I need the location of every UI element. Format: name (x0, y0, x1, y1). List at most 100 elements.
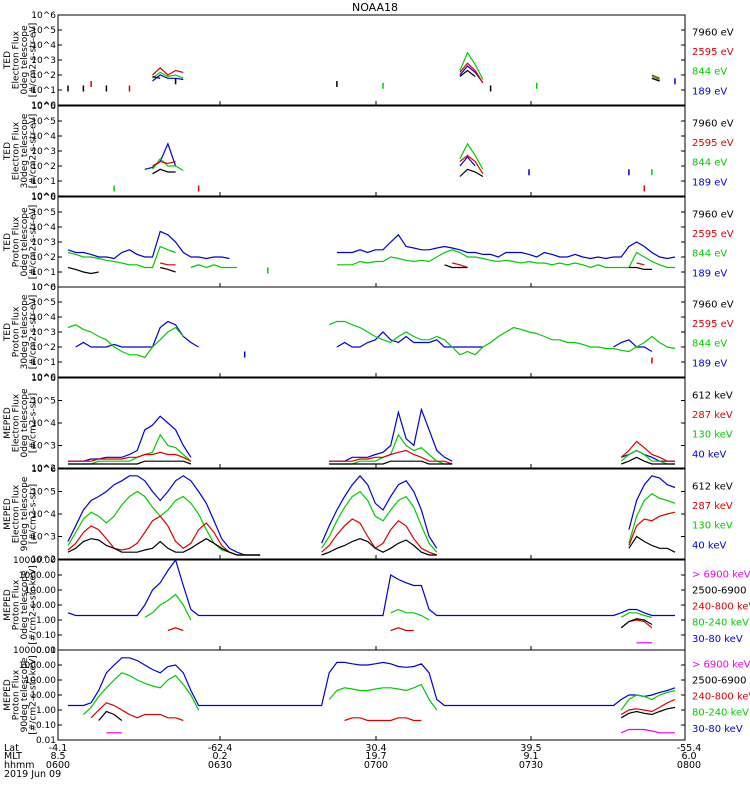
y-tick-label: 10^6 (31, 193, 56, 203)
series-3 (113, 142, 653, 192)
y-tick-label: 10^3 (31, 328, 56, 338)
y-axis-label-line: [#/cm2-s-str-eV] (29, 295, 39, 370)
y-tick-label: 10^1 (31, 358, 56, 368)
channel-label: 287 keV (692, 501, 733, 512)
y-tick-label: 10000.00 (13, 646, 56, 656)
channel-label: 40 keV (692, 449, 726, 460)
y-tick-label: 10^5 (31, 397, 56, 407)
y-tick-label: 10^2 (31, 555, 56, 565)
series-line (321, 474, 438, 549)
series-1 (67, 69, 660, 92)
y-tick-label: 10^3 (31, 147, 56, 157)
series-line (636, 262, 645, 266)
series-line (344, 717, 422, 722)
channel-label: 7960 eV (692, 300, 734, 311)
series-line (628, 535, 676, 553)
channel-label: 2500-6900 (692, 676, 747, 687)
series-line (459, 51, 484, 80)
channel-label: 612 keV (692, 391, 733, 402)
y-tick-label: 10^4 (31, 41, 56, 51)
series-line (68, 460, 192, 465)
chart-panel-7: 0.010.101.0010.00100.001000.0010000.00ME… (3, 556, 750, 656)
series-3 (67, 245, 675, 274)
series-2 (620, 618, 653, 629)
channel-label: 844 eV (692, 158, 727, 169)
series-line (152, 168, 176, 175)
y-axis-label-line: Proton Flux (12, 306, 22, 357)
y-axis-label-line: 90deg telescope (20, 657, 30, 732)
y-tick-label: 10^6 (31, 465, 56, 475)
lat-tick-label: -62.4 (208, 743, 233, 754)
panels: 10^010^110^210^310^410^510^6TEDElectron … (3, 11, 750, 746)
channel-label: 240-800 keV (692, 602, 750, 613)
y-axis-label-line: Electron Flux (12, 30, 22, 89)
series-line (620, 728, 675, 734)
series-line (459, 69, 476, 77)
mlt-tick-label: 6.0 (681, 751, 696, 762)
series-2 (98, 706, 676, 721)
series-3 (90, 698, 676, 722)
series-line (152, 75, 161, 79)
channel-label: 7960 eV (692, 28, 734, 39)
y-tick-label: 10^6 (31, 11, 56, 21)
channel-label: 2500-6900 (692, 586, 747, 597)
y-tick-label: 10^5 (31, 117, 56, 127)
series-line (328, 320, 676, 356)
series-line (152, 66, 184, 76)
series-line (328, 683, 438, 711)
series-3 (167, 619, 653, 632)
y-tick-label: 10^0 (31, 373, 56, 383)
y-axis-label-line: Electron Flux (12, 393, 22, 452)
series-line (82, 672, 200, 715)
series-line (68, 451, 192, 462)
mlt-tick-label: 9.1 (523, 751, 538, 762)
panel-frame (57, 196, 686, 288)
y-axis-label-line: 0deg telescope (20, 570, 30, 640)
series-line (167, 627, 184, 632)
series-2 (160, 262, 645, 269)
series-line (329, 460, 453, 465)
y-tick-label: 0.01 (36, 646, 56, 656)
y-axis-label-line: Electron Flux (12, 121, 22, 180)
y-tick-label: 10^4 (31, 223, 56, 233)
channel-label: 80-240 keV (692, 618, 749, 629)
y-tick-label: 1000.00 (19, 661, 56, 671)
y-axis-label-line: [#/cm2-s-str-eV] (29, 23, 39, 98)
time-axis: -4.18.50600-62.40.2063030.419.7070039.59… (4, 101, 701, 780)
series-line (628, 266, 652, 270)
series-line (67, 538, 261, 556)
y-tick-label: 10^3 (31, 442, 56, 452)
y-axis-label-line: TED (3, 142, 13, 161)
channel-label: 189 eV (692, 358, 727, 369)
y-tick-label: 10^5 (31, 208, 56, 218)
channel-label: 189 eV (692, 86, 727, 97)
y-axis-label-line: 0deg telescope (20, 25, 30, 95)
y-tick-label: 10^6 (31, 374, 56, 384)
y-tick-label: 10^0 (31, 101, 56, 111)
chart-panel-2: 10^010^110^210^310^410^510^6TEDElectron … (3, 102, 734, 202)
series-line (620, 449, 675, 462)
x-row-label: 2019 Jun 09 (4, 769, 61, 780)
channel-label: 7960 eV (692, 119, 734, 130)
series-4 (68, 407, 675, 462)
series-line (444, 264, 468, 269)
chart-panel-8: 0.010.101.0010.00100.001000.0010000.00ME… (3, 646, 750, 746)
series-line (390, 608, 430, 621)
channel-label: 40 keV (692, 540, 726, 551)
channel-label: 612 keV (692, 482, 733, 493)
series-line (459, 168, 484, 178)
channel-label: 240-800 keV (692, 692, 750, 703)
series-line (336, 233, 676, 260)
x-row-label: Lat (4, 743, 19, 754)
y-axis-label-line: Proton Flux (12, 216, 22, 267)
y-axis-label-line: Proton Flux (12, 579, 22, 630)
series-4 (82, 672, 676, 715)
y-axis-label-line: 30deg telescope (20, 113, 30, 188)
y-axis-label-line: MEPED (3, 498, 13, 530)
mlt-tick-label: 0.2 (212, 751, 227, 762)
